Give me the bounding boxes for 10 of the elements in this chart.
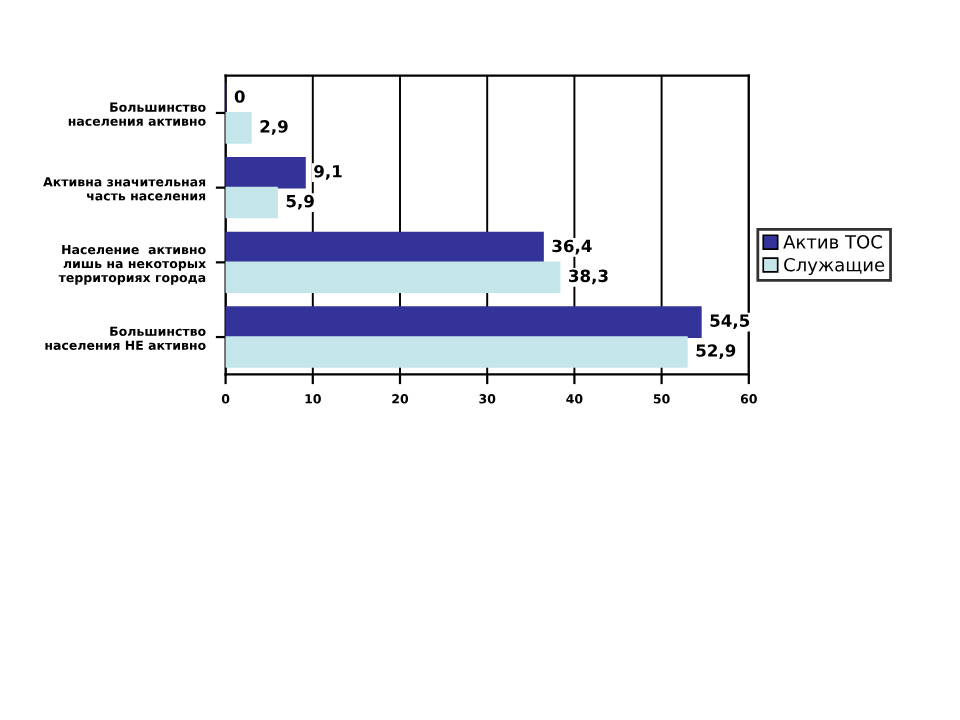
data-label: 0: [234, 90, 245, 103]
data-label: 38,3: [569, 269, 608, 285]
legend-label: Актив ТОС: [783, 235, 882, 249]
data-label: 2,9: [260, 120, 288, 135]
data-label: 36,4: [552, 239, 592, 255]
legend-label: Служащие: [784, 257, 885, 276]
data-label: 54,5: [710, 314, 750, 330]
data-label: 52,9: [696, 344, 736, 359]
data-label: 9,1: [314, 164, 342, 180]
data-label: 5,9: [286, 194, 314, 210]
